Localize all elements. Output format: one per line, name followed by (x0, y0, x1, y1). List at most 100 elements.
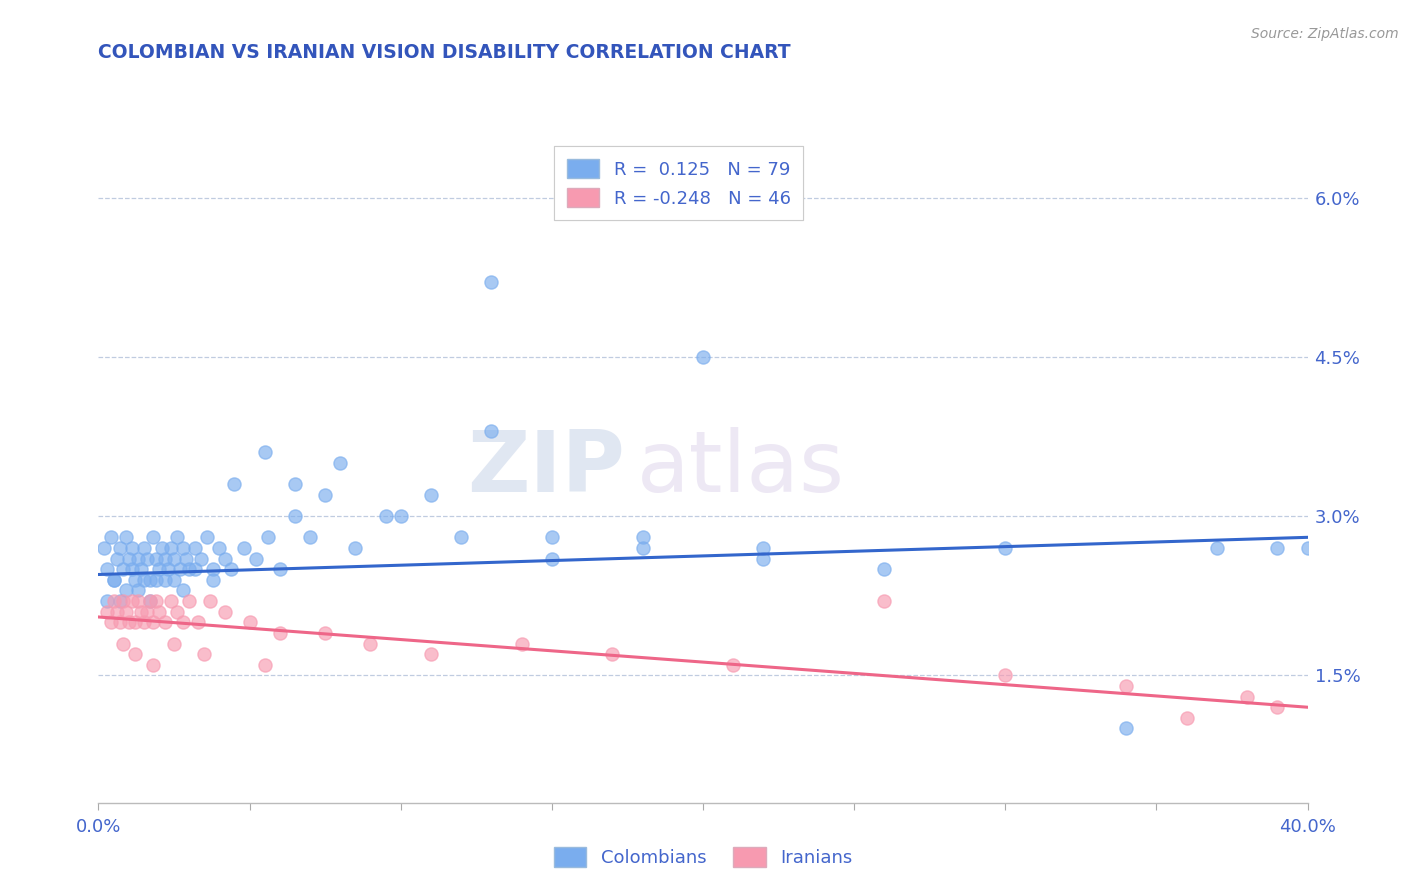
Point (103, 573, 125, 587)
Point (202, 562, 225, 576)
Point (172, 583, 194, 598)
Point (103, 594, 125, 608)
Point (114, 605, 136, 619)
Point (96, 594, 118, 608)
Point (139, 594, 162, 608)
Point (118, 615, 141, 630)
Point (142, 530, 165, 544)
Point (873, 562, 896, 576)
Point (184, 541, 207, 555)
Point (450, 530, 472, 544)
Point (389, 509, 412, 524)
Point (111, 636, 134, 650)
Point (344, 541, 367, 555)
Point (172, 615, 194, 630)
Point (284, 477, 307, 491)
Point (299, 530, 322, 544)
Point (752, 541, 775, 555)
Point (221, 562, 243, 576)
Point (1175, 711, 1198, 725)
Point (631, 530, 654, 544)
Point (253, 445, 276, 459)
Point (96, 605, 118, 619)
Point (111, 594, 134, 608)
Point (214, 551, 236, 566)
Point (232, 541, 254, 555)
Point (174, 551, 197, 566)
Point (139, 573, 162, 587)
Point (190, 551, 212, 566)
Point (314, 626, 336, 640)
Point (129, 562, 152, 576)
Point (129, 605, 152, 619)
Point (269, 562, 291, 576)
Point (127, 583, 149, 598)
Point (202, 573, 225, 587)
Point (172, 541, 194, 555)
Point (420, 488, 443, 502)
Point (100, 530, 122, 544)
Point (118, 551, 141, 566)
Point (179, 594, 201, 608)
Point (135, 551, 157, 566)
Point (163, 573, 186, 587)
Point (145, 594, 167, 608)
Point (540, 551, 562, 566)
Point (256, 530, 278, 544)
Point (153, 551, 176, 566)
Point (121, 541, 143, 555)
Point (187, 615, 209, 630)
Point (166, 605, 188, 619)
Point (108, 615, 131, 630)
Point (208, 541, 231, 555)
Point (148, 562, 170, 576)
Point (360, 636, 382, 650)
Point (752, 551, 775, 566)
Point (145, 573, 167, 587)
Point (1296, 541, 1319, 555)
Legend: Colombians, Iranians: Colombians, Iranians (547, 839, 859, 874)
Point (540, 530, 562, 544)
Point (184, 562, 207, 576)
Point (1236, 690, 1258, 704)
Point (166, 530, 188, 544)
Point (1267, 700, 1289, 714)
Point (108, 594, 131, 608)
Point (329, 456, 352, 470)
Point (124, 615, 146, 630)
Point (1115, 679, 1137, 693)
Point (93, 541, 115, 555)
Point (200, 594, 222, 608)
Point (1206, 541, 1229, 555)
Point (142, 615, 165, 630)
Point (1115, 722, 1137, 736)
Point (142, 657, 165, 672)
Point (994, 668, 1017, 682)
Text: COLOMBIAN VS IRANIAN VISION DISABILITY CORRELATION CHART: COLOMBIAN VS IRANIAN VISION DISABILITY C… (98, 44, 792, 62)
Point (103, 573, 125, 587)
Point (127, 551, 149, 566)
Point (269, 626, 291, 640)
Legend: R =  0.125   N = 79, R = -0.248   N = 46: R = 0.125 N = 79, R = -0.248 N = 46 (554, 146, 803, 220)
Point (239, 615, 262, 630)
Point (135, 605, 157, 619)
Point (692, 350, 714, 364)
Point (374, 509, 396, 524)
Point (121, 562, 143, 576)
Point (224, 477, 246, 491)
Point (139, 594, 162, 608)
Point (214, 605, 236, 619)
Point (1267, 541, 1289, 555)
Point (245, 551, 267, 566)
Point (114, 583, 136, 598)
Point (105, 605, 128, 619)
Point (160, 594, 183, 608)
Point (163, 636, 186, 650)
Point (96, 562, 118, 576)
Point (193, 647, 215, 661)
Point (156, 562, 179, 576)
Point (124, 647, 146, 661)
Point (873, 594, 896, 608)
Point (105, 551, 128, 566)
Point (314, 488, 336, 502)
